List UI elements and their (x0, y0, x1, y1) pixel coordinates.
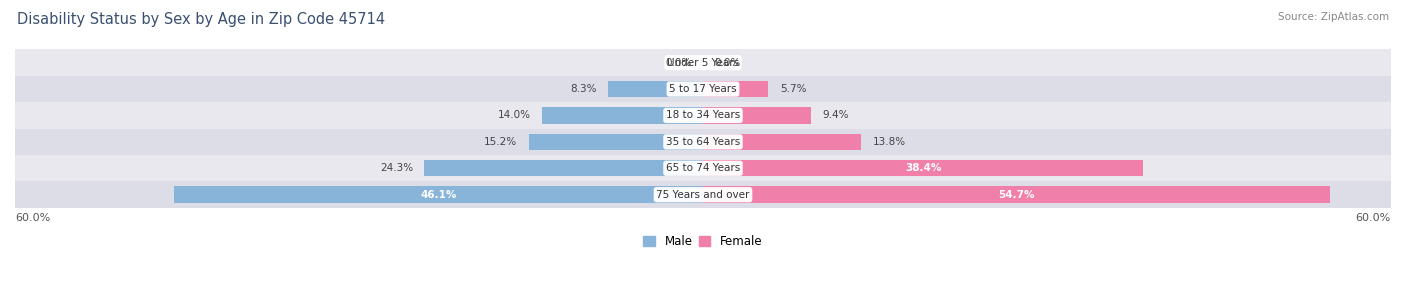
Text: 9.4%: 9.4% (823, 110, 849, 120)
Bar (607, 81, 703, 97)
Legend: Male, Female: Male, Female (638, 230, 768, 253)
Bar (543, 107, 703, 124)
Text: Disability Status by Sex by Age in Zip Code 45714: Disability Status by Sex by Age in Zip C… (17, 12, 385, 27)
Bar (703, 134, 862, 150)
Bar (15, 181, 1391, 208)
Text: 60.0%: 60.0% (1355, 213, 1391, 223)
Bar (15, 102, 1391, 129)
Text: 60.0%: 60.0% (15, 213, 51, 223)
Text: 18 to 34 Years: 18 to 34 Years (666, 110, 740, 120)
Text: 5.7%: 5.7% (780, 84, 806, 94)
Text: 0.0%: 0.0% (714, 58, 741, 68)
Bar (703, 81, 768, 97)
Bar (15, 76, 1391, 102)
Bar (703, 186, 1330, 203)
Text: 15.2%: 15.2% (484, 137, 517, 147)
Text: Source: ZipAtlas.com: Source: ZipAtlas.com (1278, 12, 1389, 22)
Bar (174, 186, 703, 203)
Bar (15, 155, 1391, 181)
Text: 8.3%: 8.3% (569, 84, 596, 94)
Text: 54.7%: 54.7% (998, 190, 1035, 200)
Text: 13.8%: 13.8% (873, 137, 905, 147)
Text: 38.4%: 38.4% (905, 163, 942, 173)
Text: Under 5 Years: Under 5 Years (666, 58, 740, 68)
Bar (15, 49, 1391, 76)
Text: 14.0%: 14.0% (498, 110, 531, 120)
Bar (703, 107, 811, 124)
Text: 75 Years and over: 75 Years and over (657, 190, 749, 200)
Text: 65 to 74 Years: 65 to 74 Years (666, 163, 740, 173)
Text: 46.1%: 46.1% (420, 190, 457, 200)
Text: 35 to 64 Years: 35 to 64 Years (666, 137, 740, 147)
Bar (529, 134, 703, 150)
Bar (425, 160, 703, 177)
Text: 5 to 17 Years: 5 to 17 Years (669, 84, 737, 94)
Text: 24.3%: 24.3% (380, 163, 413, 173)
Text: 0.0%: 0.0% (665, 58, 692, 68)
Bar (15, 129, 1391, 155)
Bar (703, 160, 1143, 177)
